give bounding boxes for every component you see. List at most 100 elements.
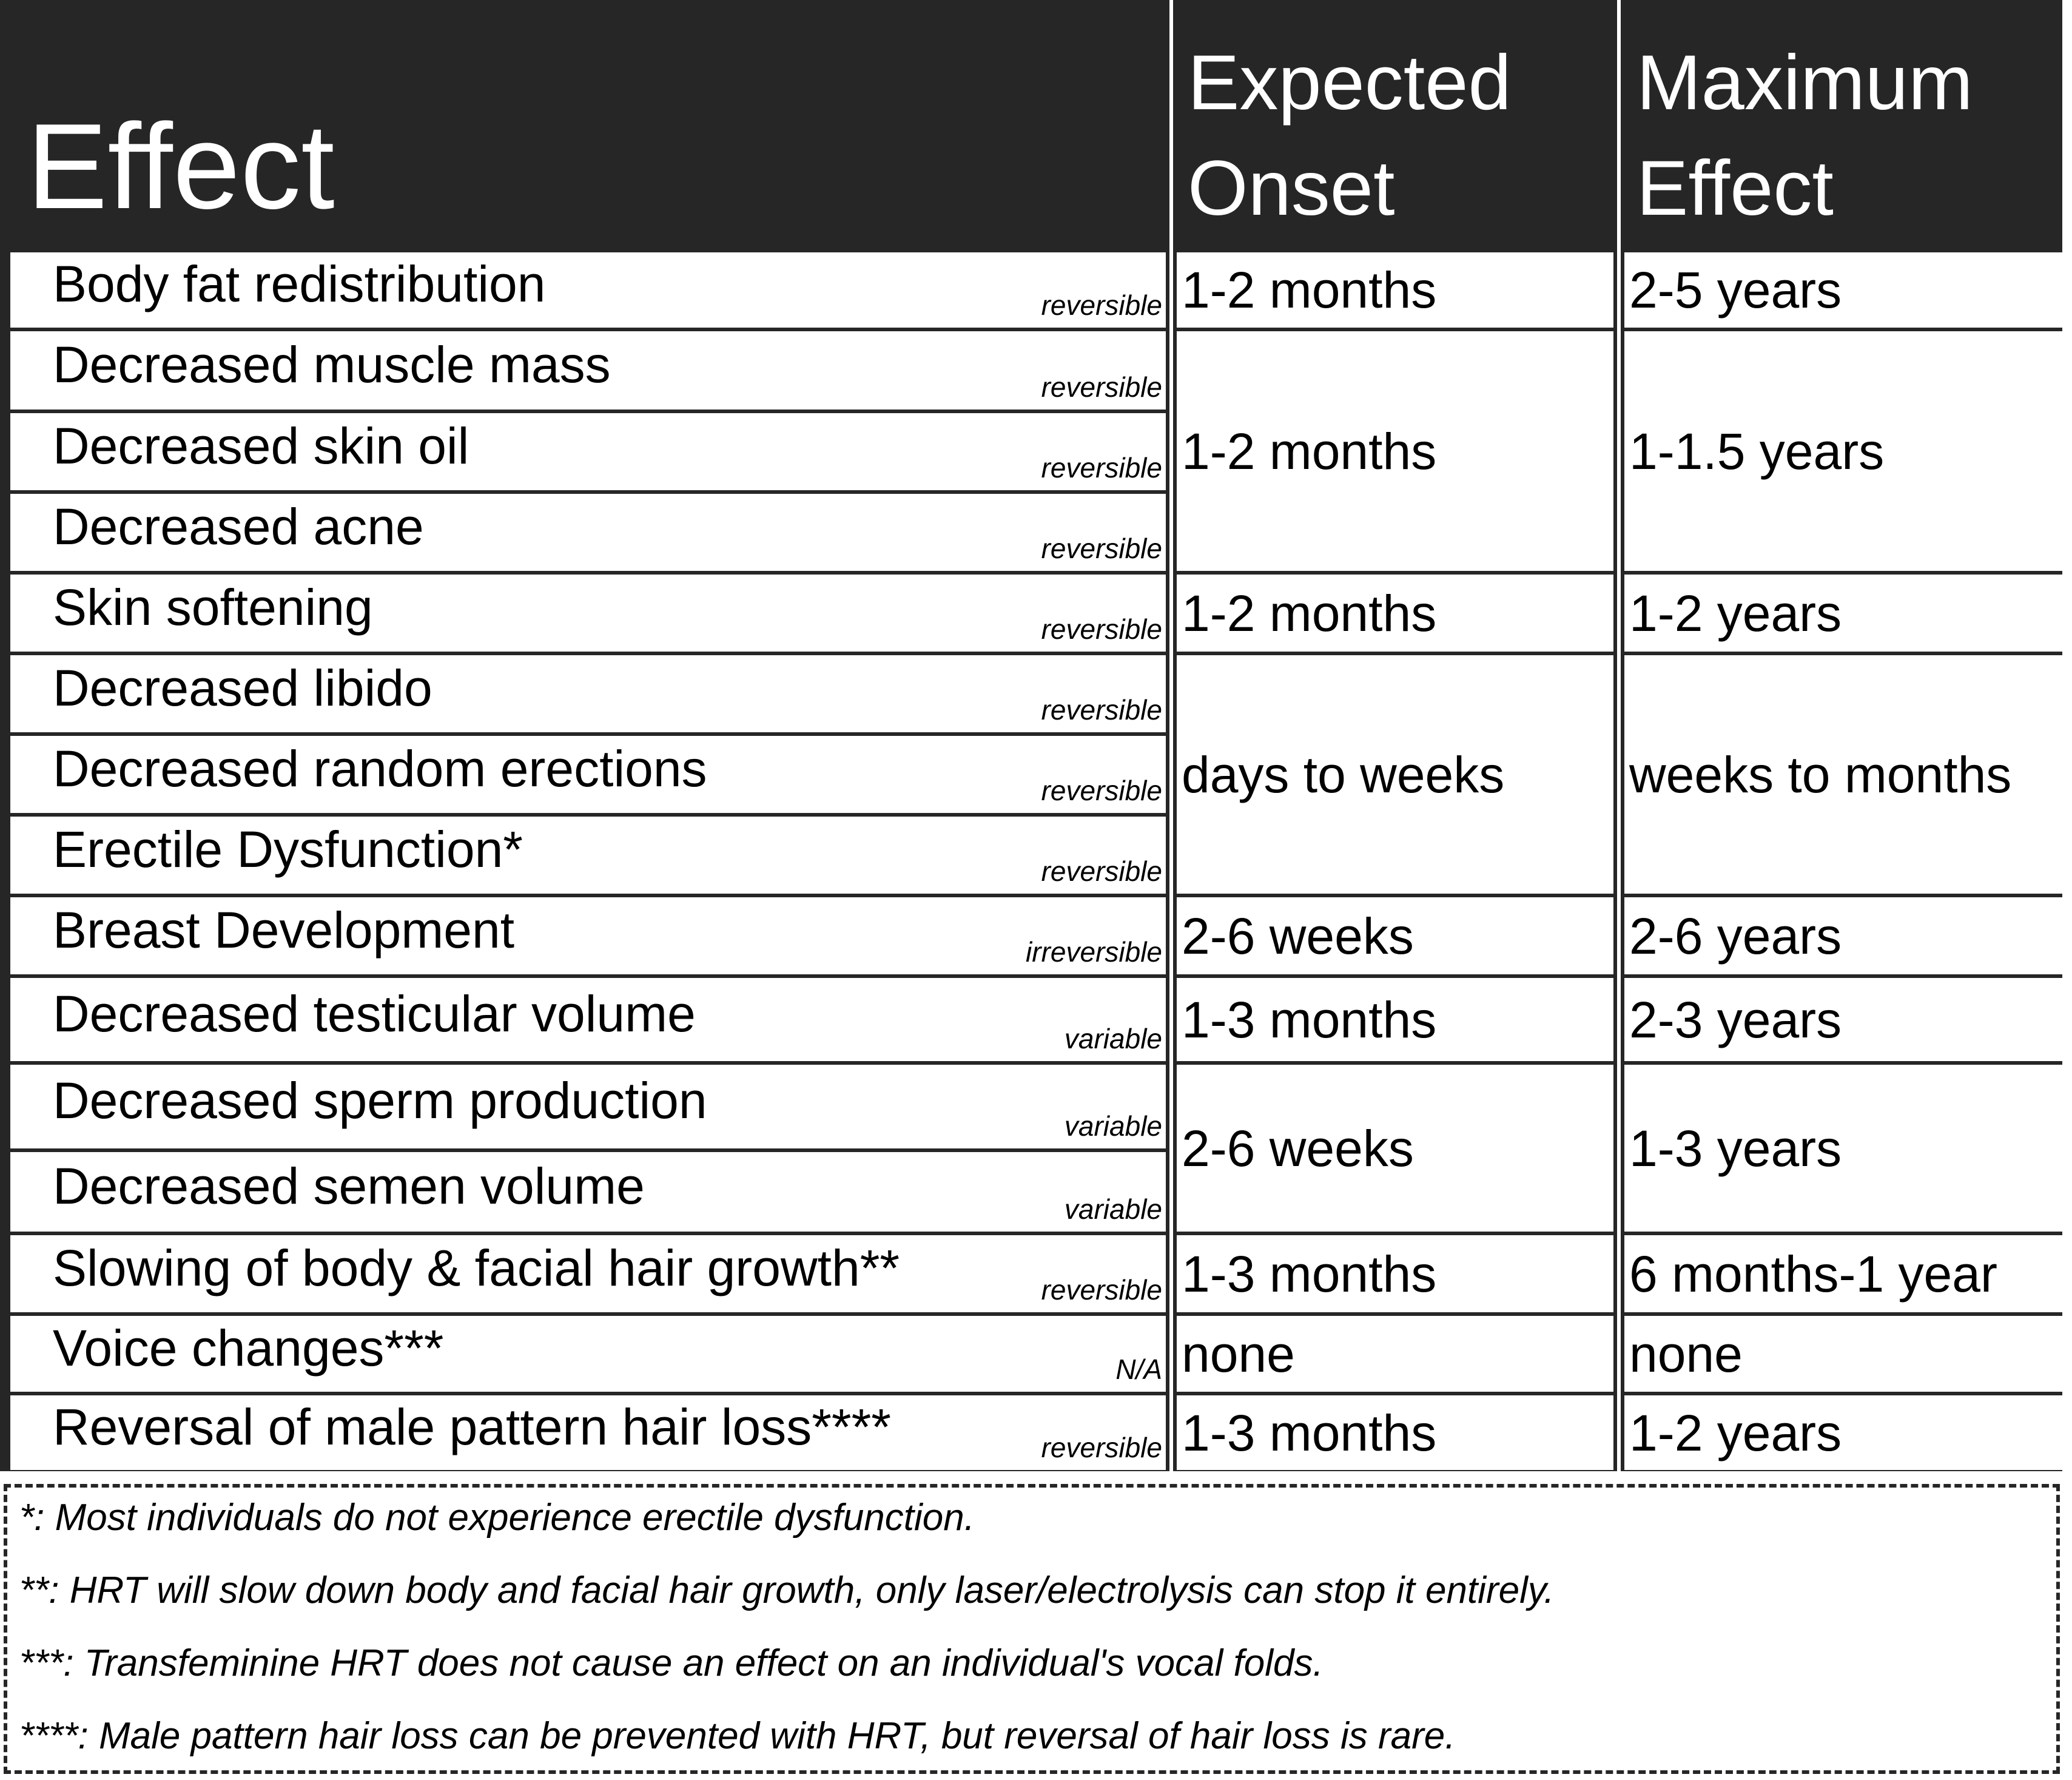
reversibility-tag: reversible xyxy=(1041,1274,1162,1306)
max-effect-cell: 6 months-1 year xyxy=(1624,1235,2062,1312)
table-row: Breast Development irreversible xyxy=(10,897,1166,974)
onset-cell: 1-2 months xyxy=(1177,252,1613,328)
table-row: Decreased sperm production variable xyxy=(10,1065,1166,1148)
maximum-effect-value: 1-2 years xyxy=(1629,584,1842,642)
header-expected-onset: Expected Onset xyxy=(1188,42,1512,230)
expected-onset-value: 1-2 months xyxy=(1182,261,1437,319)
maximum-effect-value: 2-5 years xyxy=(1629,261,1842,319)
reversibility-tag: reversible xyxy=(1041,855,1162,887)
maximum-effect-value: 1-3 years xyxy=(1629,1119,1842,1177)
effect-name: Breast Development xyxy=(53,901,515,959)
maximum-effect-value: 2-3 years xyxy=(1629,991,1842,1048)
onset-cell: 2-6 weeks xyxy=(1177,1065,1613,1232)
table-row: Body fat redistribution reversible xyxy=(10,252,1166,328)
reversibility-tag: reversible xyxy=(1041,613,1162,645)
reversibility-tag: variable xyxy=(1064,1023,1162,1054)
onset-cell: 2-6 weeks xyxy=(1177,897,1613,974)
onset-cell: 1-3 months xyxy=(1177,978,1613,1061)
expected-onset-value: 1-2 months xyxy=(1182,422,1437,480)
expected-onset-value: 1-3 months xyxy=(1182,1245,1437,1303)
reversibility-tag: irreversible xyxy=(1026,936,1162,968)
reversibility-tag: reversible xyxy=(1041,371,1162,403)
table-row: Decreased random erections reversible xyxy=(10,736,1166,813)
effect-name: Slowing of body & facial hair growth** xyxy=(53,1239,900,1296)
table-row: Decreased skin oil reversible xyxy=(10,413,1166,490)
max-effect-cell: 2-6 years xyxy=(1624,897,2062,974)
expected-onset-value: 1-2 months xyxy=(1182,584,1437,642)
onset-cell: 1-2 months xyxy=(1177,575,1613,652)
effect-name: Reversal of male pattern hair loss**** xyxy=(53,1398,891,1455)
table-row: Decreased libido reversible xyxy=(10,655,1166,732)
effect-name: Erectile Dysfunction* xyxy=(53,820,523,878)
table-row: Erectile Dysfunction* reversible xyxy=(10,817,1166,894)
footnote: **: HRT will slow down body and facial h… xyxy=(19,1569,1555,1611)
reversibility-tag: reversible xyxy=(1041,533,1162,564)
max-effect-cell: 2-5 years xyxy=(1624,252,2062,328)
onset-cell: 1-3 months xyxy=(1177,1395,1613,1470)
max-effect-cell: 1-3 years xyxy=(1624,1065,2062,1232)
max-effect-cell: 2-3 years xyxy=(1624,978,2062,1061)
reversibility-tag: reversible xyxy=(1041,452,1162,484)
footnote: ***: Transfeminine HRT does not cause an… xyxy=(19,1642,1324,1684)
table-row: Decreased muscle mass reversible xyxy=(10,331,1166,410)
table-row: Reversal of male pattern hair loss**** re… xyxy=(10,1395,1166,1470)
maximum-effect-value: 6 months-1 year xyxy=(1629,1245,1997,1303)
max-effect-cell: 1-2 years xyxy=(1624,575,2062,652)
max-effect-cell: 1-2 years xyxy=(1624,1395,2062,1470)
max-effect-cell: 1-1.5 years xyxy=(1624,331,2062,571)
reversibility-tag: reversible xyxy=(1041,694,1162,726)
expected-onset-value: 2-6 weeks xyxy=(1182,1119,1414,1177)
effect-name: Decreased skin oil xyxy=(53,417,469,474)
header-onset-line2: Onset xyxy=(1188,145,1395,232)
maximum-effect-value: 1-2 years xyxy=(1629,1404,1842,1461)
expected-onset-value: days to weeks xyxy=(1182,746,1505,803)
header-effect: Effect xyxy=(27,99,335,234)
effect-name: Decreased acne xyxy=(53,497,424,555)
effect-name: Body fat redistribution xyxy=(53,255,546,312)
max-effect-cell: weeks to months xyxy=(1624,655,2062,894)
onset-cell: 1-2 months xyxy=(1177,331,1613,571)
effect-name: Skin softening xyxy=(53,578,373,636)
effect-name: Decreased semen volume xyxy=(53,1157,645,1215)
table-row: Decreased semen volume variable xyxy=(10,1152,1166,1232)
expected-onset-value: 1-3 months xyxy=(1182,991,1437,1048)
expected-onset-value: none xyxy=(1182,1325,1295,1383)
reversibility-tag: reversible xyxy=(1041,289,1162,321)
maximum-effect-value: none xyxy=(1629,1325,1743,1383)
column-divider xyxy=(1617,0,1621,1471)
onset-cell: 1-3 months xyxy=(1177,1235,1613,1312)
effect-name: Decreased sperm production xyxy=(53,1072,707,1129)
table-row: Voice changes*** N/A xyxy=(10,1316,1166,1392)
footnotes-box: *: Most individuals do not experience er… xyxy=(4,1484,2060,1774)
header-onset-line1: Expected xyxy=(1188,39,1512,126)
reversibility-tag: variable xyxy=(1064,1110,1162,1142)
table-row: Skin softening reversible xyxy=(10,575,1166,652)
expected-onset-value: 2-6 weeks xyxy=(1182,907,1414,965)
maximum-effect-value: weeks to months xyxy=(1629,746,2012,803)
onset-cell: days to weeks xyxy=(1177,655,1613,894)
effect-name: Decreased libido xyxy=(53,659,432,716)
table-row: Slowing of body & facial hair growth** re… xyxy=(10,1235,1166,1312)
maximum-effect-value: 2-6 years xyxy=(1629,907,1842,965)
header-maximum-effect: Maximum Effect xyxy=(1636,42,1973,230)
onset-cell: none xyxy=(1177,1316,1613,1392)
header-max-line1: Maximum xyxy=(1636,39,1973,126)
expected-onset-value: 1-3 months xyxy=(1182,1404,1437,1461)
max-effect-cell: none xyxy=(1624,1316,2062,1392)
header-max-line2: Effect xyxy=(1636,145,1834,232)
table-row: Decreased testicular volume variable xyxy=(10,978,1166,1061)
table-row: Decreased acne reversible xyxy=(10,494,1166,571)
footnote: ****: Male pattern hair loss can be prev… xyxy=(19,1715,1456,1757)
effect-name: Voice changes*** xyxy=(53,1319,444,1377)
effect-name: Decreased muscle mass xyxy=(53,335,611,393)
effects-table: Effect Expected Onset Maximum Effect Bod… xyxy=(0,0,2062,1471)
column-divider xyxy=(1169,0,1173,1471)
reversibility-tag: reversible xyxy=(1041,775,1162,806)
maximum-effect-value: 1-1.5 years xyxy=(1629,422,1885,480)
reversibility-tag: N/A xyxy=(1115,1354,1162,1385)
effect-name: Decreased testicular volume xyxy=(53,985,696,1042)
effect-name: Decreased random erections xyxy=(53,740,707,797)
reversibility-tag: reversible xyxy=(1041,1432,1162,1463)
footnote: *: Most individuals do not experience er… xyxy=(19,1497,975,1539)
reversibility-tag: variable xyxy=(1064,1193,1162,1225)
